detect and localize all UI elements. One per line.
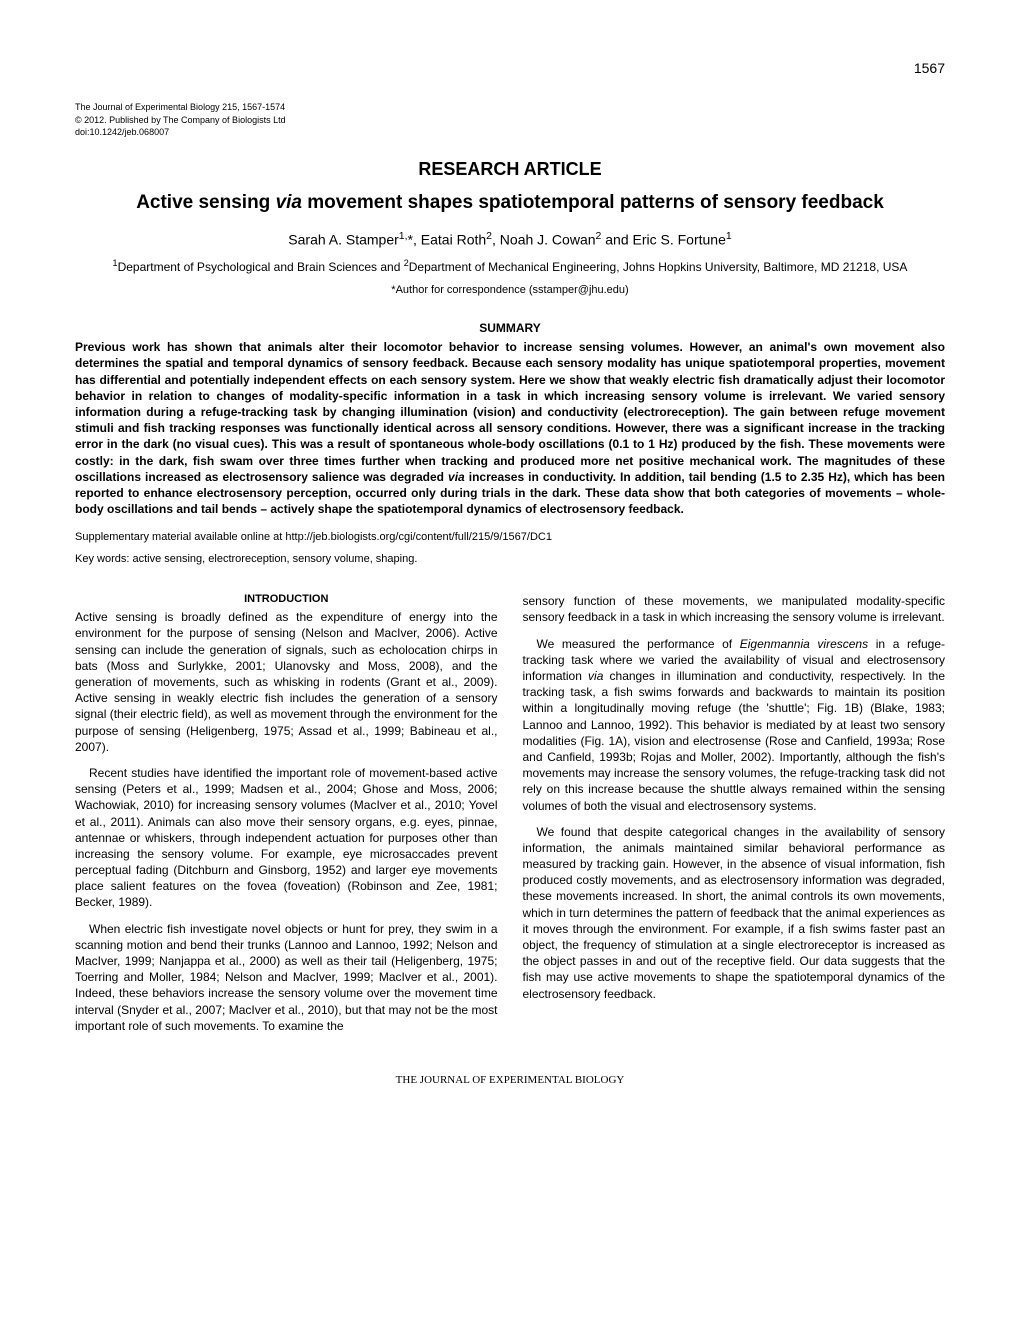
footer: THE JOURNAL OF EXPERIMENTAL BIOLOGY (75, 1074, 945, 1086)
affiliations: 1Department of Psychological and Brain S… (75, 257, 945, 276)
intro-para-6: We found that despite categorical change… (523, 824, 946, 1002)
intro-para-4: sensory function of these movements, we … (523, 593, 946, 625)
intro-para-1: Active sensing is broadly defined as the… (75, 609, 498, 755)
article-type: RESEARCH ARTICLE (75, 159, 945, 180)
article-title: Active sensing via movement shapes spati… (75, 192, 945, 214)
intro-para-5: We measured the performance of Eigenmann… (523, 636, 946, 814)
correspondence: *Author for correspondence (sstamper@jhu… (75, 284, 945, 296)
summary-text: Previous work has shown that animals alt… (75, 339, 945, 517)
title-part2: movement shapes spatiotemporal patterns … (302, 192, 884, 213)
intro-para-3: When electric fish investigate novel obj… (75, 921, 498, 1034)
journal-info: The Journal of Experimental Biology 215,… (75, 101, 945, 139)
right-column: sensory function of these movements, we … (523, 593, 946, 1044)
journal-copyright: © 2012. Published by The Company of Biol… (75, 114, 945, 127)
title-italic: via (276, 192, 302, 213)
body-columns: INTRODUCTION Active sensing is broadly d… (75, 593, 945, 1044)
title-part1: Active sensing (136, 192, 275, 213)
journal-doi: doi:10.1242/jeb.068007 (75, 126, 945, 139)
keywords: Key words: active sensing, electrorecept… (75, 553, 945, 565)
left-column: INTRODUCTION Active sensing is broadly d… (75, 593, 498, 1044)
page-number: 1567 (75, 60, 945, 76)
authors: Sarah A. Stamper1,*, Eatai Roth2, Noah J… (75, 230, 945, 248)
intro-para-2: Recent studies have identified the impor… (75, 765, 498, 911)
journal-citation: The Journal of Experimental Biology 215,… (75, 101, 945, 114)
supplementary-link: Supplementary material available online … (75, 531, 945, 543)
summary-heading: SUMMARY (75, 321, 945, 335)
intro-heading: INTRODUCTION (75, 593, 498, 605)
